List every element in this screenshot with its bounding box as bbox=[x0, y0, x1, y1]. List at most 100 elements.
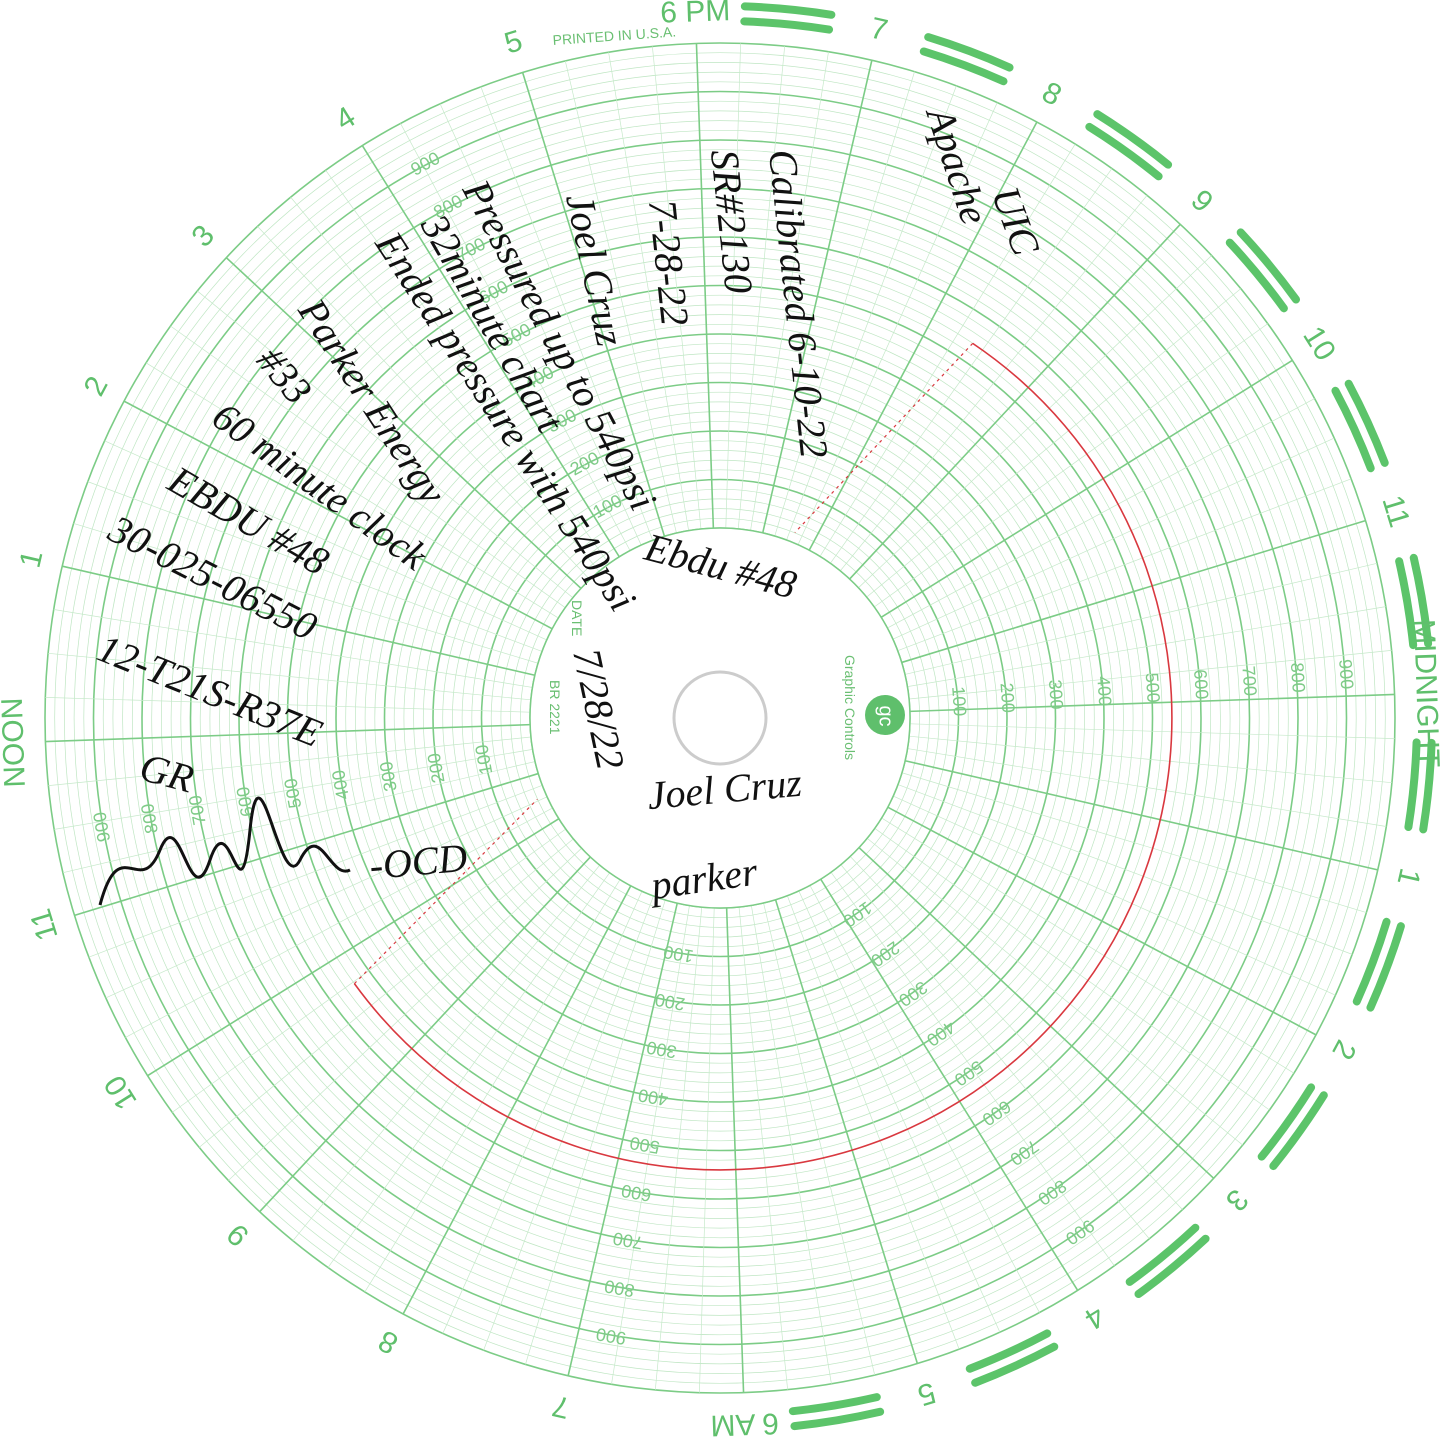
night-band bbox=[1134, 1234, 1210, 1299]
time-line bbox=[858, 846, 1215, 1179]
grid-ring bbox=[355, 353, 1085, 1083]
scale-label: 600 bbox=[1190, 669, 1212, 700]
time-line bbox=[820, 878, 1079, 1291]
grid-ring bbox=[413, 411, 1027, 1025]
time-line bbox=[228, 847, 582, 1181]
time-line bbox=[909, 693, 1395, 713]
grid-ring bbox=[189, 187, 1251, 1249]
grid-ring bbox=[161, 159, 1279, 1277]
time-line bbox=[798, 890, 1001, 1333]
time-line bbox=[907, 606, 1386, 687]
time-line bbox=[123, 400, 553, 630]
night-band bbox=[790, 1407, 885, 1431]
grid-ring bbox=[461, 459, 979, 977]
night-band bbox=[1093, 110, 1173, 169]
time-line bbox=[763, 902, 876, 1376]
time-line bbox=[104, 440, 547, 641]
time-line bbox=[147, 818, 560, 1077]
scale-label: 500 bbox=[1142, 672, 1164, 703]
time-line bbox=[88, 784, 543, 958]
time-line bbox=[897, 784, 1353, 955]
grid-ring bbox=[170, 168, 1270, 1268]
hour-label: NOON bbox=[0, 697, 32, 788]
time-line bbox=[45, 697, 531, 713]
time-line bbox=[809, 885, 1040, 1313]
time-line bbox=[259, 856, 592, 1213]
time-line bbox=[325, 169, 610, 565]
time-line bbox=[840, 864, 1150, 1240]
time-line bbox=[907, 748, 1387, 827]
time-line bbox=[292, 864, 601, 1241]
time-line bbox=[611, 905, 690, 1385]
time-line bbox=[652, 46, 702, 529]
night-band bbox=[1344, 379, 1389, 467]
time-line bbox=[881, 817, 1295, 1074]
time-line bbox=[327, 872, 610, 1268]
time-line bbox=[893, 795, 1336, 996]
grid-ring bbox=[258, 256, 1182, 1180]
time-line bbox=[761, 60, 873, 534]
night-band bbox=[1269, 1091, 1328, 1171]
time-line bbox=[725, 907, 745, 1393]
grid-ring bbox=[209, 207, 1231, 1229]
scale-label: 900 bbox=[1335, 659, 1357, 690]
time-line bbox=[849, 856, 1183, 1210]
grid-ring bbox=[54, 52, 1386, 1384]
signature bbox=[98, 796, 351, 906]
time-line bbox=[257, 226, 591, 580]
time-line bbox=[62, 761, 536, 874]
grid-ring bbox=[248, 246, 1192, 1190]
grid-ring bbox=[316, 314, 1124, 1122]
time-line bbox=[901, 519, 1366, 664]
grid-ring bbox=[519, 517, 921, 919]
time-line bbox=[873, 323, 1269, 608]
time-line bbox=[400, 123, 631, 551]
scale-label: 800 bbox=[1287, 662, 1309, 693]
grid-ring bbox=[345, 343, 1095, 1093]
grid-ring bbox=[83, 81, 1357, 1355]
time-line bbox=[62, 565, 536, 677]
grid-ring bbox=[383, 381, 1057, 1055]
hour-label: 6 AM bbox=[710, 1406, 779, 1441]
grid-ring bbox=[180, 178, 1260, 1258]
night-band bbox=[1257, 1083, 1316, 1161]
center-hole bbox=[672, 670, 768, 766]
grid-ring bbox=[238, 236, 1202, 1200]
grid-ring bbox=[296, 294, 1144, 1142]
time-line bbox=[364, 879, 621, 1293]
grid-ring bbox=[374, 372, 1066, 1064]
grid-ring bbox=[92, 90, 1348, 1346]
time-line bbox=[786, 895, 960, 1350]
time-line bbox=[225, 257, 582, 590]
time-line bbox=[53, 609, 533, 688]
grid-ring bbox=[510, 508, 930, 928]
scale-label: 400 bbox=[1093, 675, 1115, 706]
night-band bbox=[1395, 557, 1418, 650]
time-line bbox=[439, 103, 642, 546]
time-line bbox=[45, 723, 531, 743]
time-line bbox=[750, 51, 829, 531]
grid-ring bbox=[73, 71, 1367, 1365]
time-line bbox=[48, 652, 531, 701]
time-line bbox=[880, 359, 1293, 618]
brand: Graphic Controls bbox=[842, 655, 858, 760]
pressure-trace bbox=[353, 342, 1173, 1171]
night-band bbox=[740, 17, 834, 34]
night-band bbox=[1225, 238, 1288, 313]
scale-label: 100 bbox=[948, 686, 970, 717]
time-line bbox=[887, 806, 1317, 1036]
night-band bbox=[788, 1393, 881, 1416]
hour-label: 1 bbox=[1391, 865, 1427, 889]
grid-ring bbox=[141, 139, 1299, 1297]
time-line bbox=[737, 46, 786, 529]
time-line bbox=[909, 650, 1392, 700]
time-line bbox=[654, 907, 703, 1390]
grid-ring bbox=[422, 420, 1018, 1016]
time-line bbox=[839, 195, 1148, 572]
grid-ring bbox=[432, 430, 1008, 1006]
grid-ring bbox=[442, 440, 998, 996]
time-line bbox=[892, 437, 1335, 640]
night-band bbox=[1409, 553, 1433, 648]
logo-badge bbox=[865, 695, 905, 735]
scale-label: 200 bbox=[997, 682, 1019, 713]
